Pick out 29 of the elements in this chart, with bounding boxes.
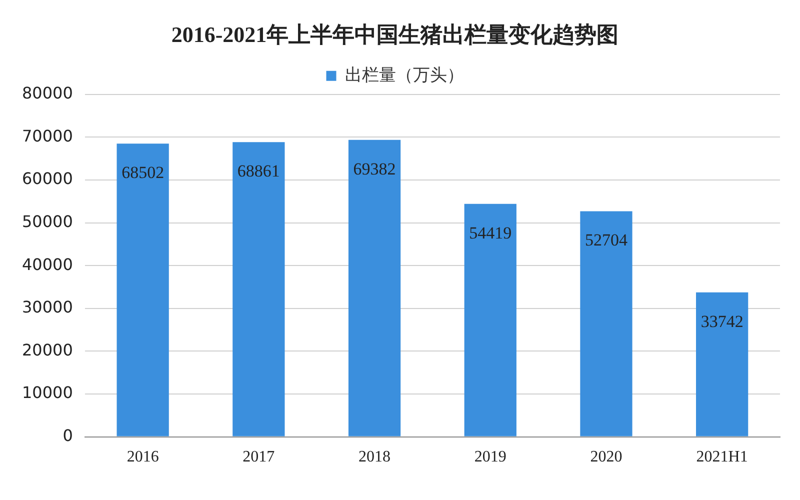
x-tick-label: 2019 <box>474 448 506 466</box>
data-label: 69382 <box>353 159 396 178</box>
y-tick-label: 60000 <box>22 169 73 188</box>
y-tick-label: 80000 <box>22 84 73 103</box>
y-tick-label: 70000 <box>22 126 73 146</box>
data-label: 68861 <box>237 162 280 181</box>
data-label: 33742 <box>700 312 744 331</box>
x-tick-label: 2017 <box>242 448 275 466</box>
bar <box>464 204 516 436</box>
data-label: 52704 <box>584 230 628 250</box>
y-tick-label: 50000 <box>22 212 73 231</box>
y-tick-label: 30000 <box>22 298 73 317</box>
x-tick-label: 2020 <box>590 448 622 466</box>
y-tick-label: 40000 <box>22 254 73 274</box>
bar <box>116 144 169 436</box>
bar <box>696 292 748 436</box>
x-tick-label: 2016 <box>126 448 159 466</box>
bar <box>348 140 401 436</box>
x-tick-label: 2018 <box>358 448 391 466</box>
legend-label: 出栏量（万头） <box>344 65 464 86</box>
data-label: 68502 <box>122 163 164 182</box>
bar <box>232 142 285 436</box>
x-tick-label: 2021H1 <box>696 448 748 466</box>
y-tick-label: 0 <box>62 426 73 445</box>
data-label: 54419 <box>469 223 512 242</box>
y-tick-label: 10000 <box>22 383 73 402</box>
bar <box>580 211 632 436</box>
y-tick-label: 20000 <box>22 340 73 360</box>
chart-title: 2016-2021年上半年中国生猪出栏量变化趋势图 <box>171 22 619 47</box>
